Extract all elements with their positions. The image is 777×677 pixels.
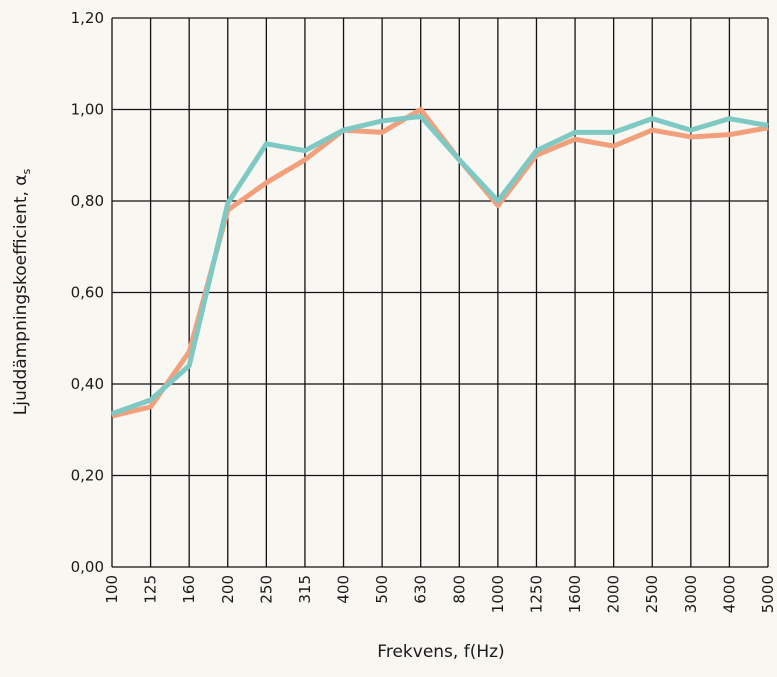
x-tick-label: 1250 bbox=[527, 575, 545, 613]
y-tick-label: 1,00 bbox=[71, 101, 104, 119]
x-tick-label: 4000 bbox=[720, 575, 738, 613]
x-axis-label: Frekvens, f(Hz) bbox=[377, 642, 504, 662]
x-tick-label: 1000 bbox=[489, 575, 507, 613]
y-axis-label-subscript: s bbox=[20, 168, 33, 174]
x-tick-label: 315 bbox=[296, 575, 314, 604]
y-tick-label: 0,00 bbox=[71, 558, 104, 576]
series-line bbox=[111, 107, 769, 419]
x-tick-label: 2000 bbox=[605, 575, 623, 613]
x-tick-label: 400 bbox=[335, 575, 353, 604]
series-line bbox=[111, 113, 769, 417]
y-tick-label: 0,20 bbox=[71, 467, 104, 485]
y-tick-label: 1,20 bbox=[71, 9, 104, 27]
x-tick-label: 3000 bbox=[682, 575, 700, 613]
y-tick-label: 0,80 bbox=[71, 192, 104, 210]
x-tick-label: 500 bbox=[373, 575, 391, 604]
y-axis-label: Ljuddämpningskoefficient, αs bbox=[11, 168, 33, 415]
x-tick-label: 1600 bbox=[566, 575, 584, 613]
x-tick-label: 800 bbox=[450, 575, 468, 604]
x-tick-label: 2500 bbox=[643, 575, 661, 613]
x-tick-label: 200 bbox=[219, 575, 237, 604]
x-tick-label: 160 bbox=[180, 575, 198, 604]
y-tick-label: 0,60 bbox=[71, 284, 104, 302]
x-tick-label: 250 bbox=[257, 575, 275, 604]
y-tick-label: 0,40 bbox=[71, 375, 104, 393]
x-tick-label: 125 bbox=[142, 575, 160, 604]
x-tick-label: 100 bbox=[103, 575, 121, 604]
x-tick-label: 5000 bbox=[759, 575, 777, 613]
y-axis-label-text: Ljuddämpningskoefficient, α bbox=[11, 174, 31, 415]
x-tick-label: 630 bbox=[412, 575, 430, 604]
